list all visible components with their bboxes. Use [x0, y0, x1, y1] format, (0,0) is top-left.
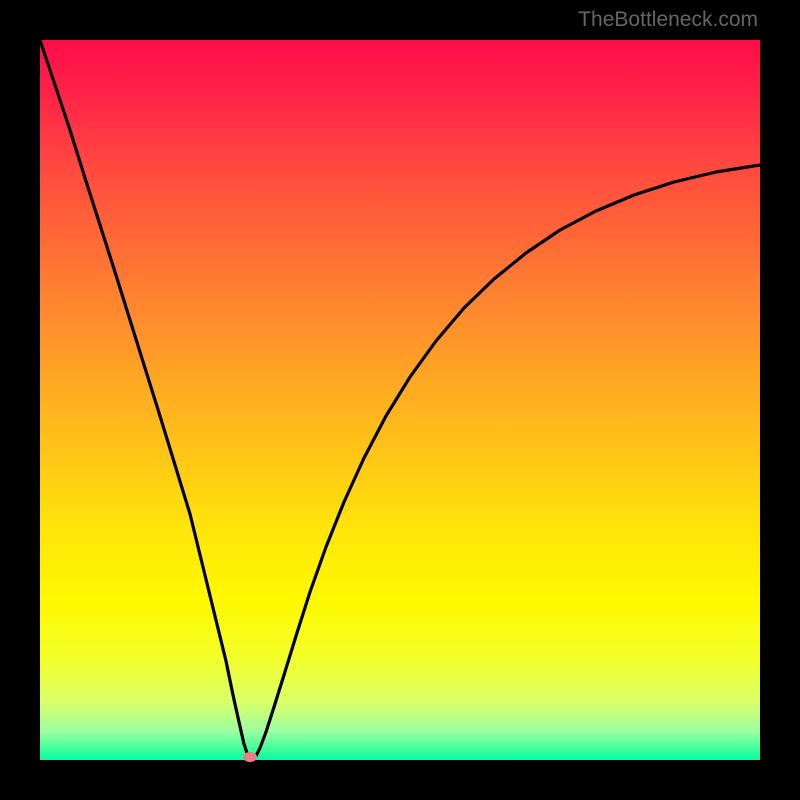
watermark-text: TheBottleneck.com — [578, 8, 758, 32]
minimum-marker — [243, 752, 257, 762]
plot-area — [40, 40, 760, 760]
gradient-background — [40, 40, 760, 760]
